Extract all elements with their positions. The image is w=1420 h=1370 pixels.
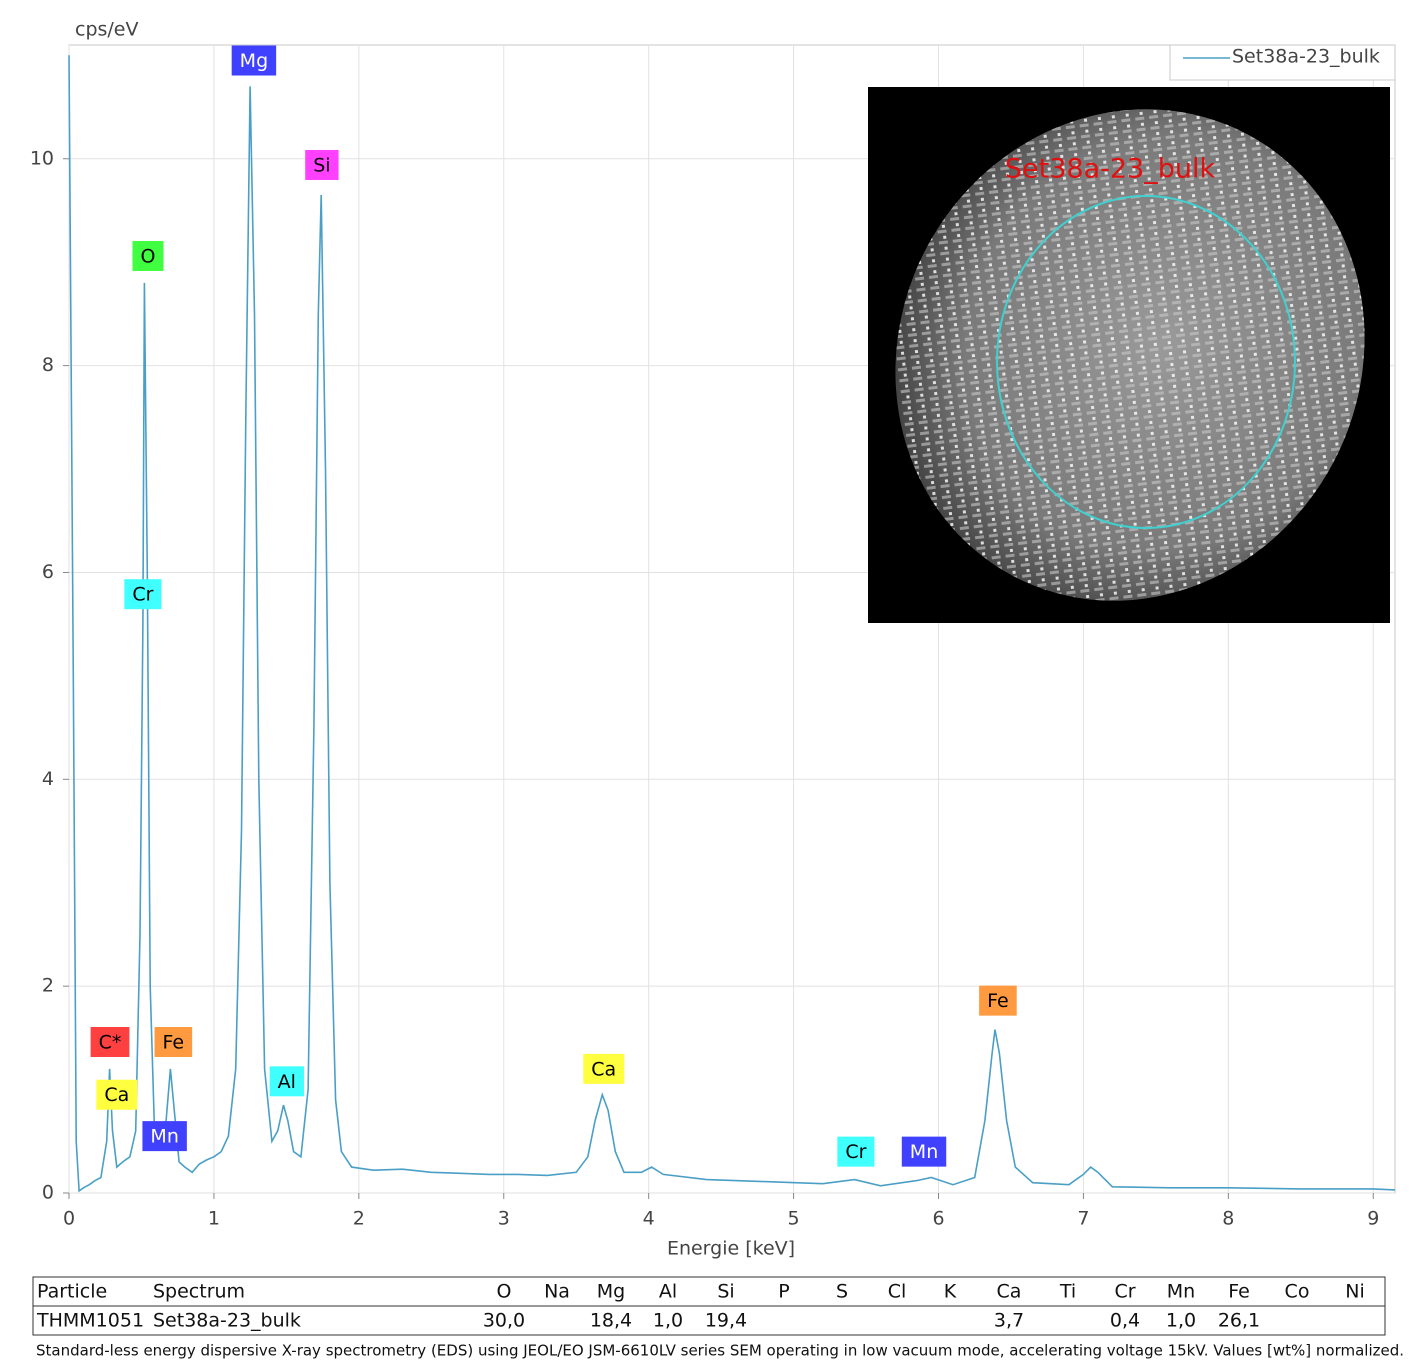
legend-box	[1169, 44, 1396, 81]
table-header-cell: Mn	[1167, 1281, 1195, 1303]
element-label-text: Ca	[104, 1084, 129, 1106]
element-label-text: Fe	[987, 990, 1009, 1012]
element-label: Mn	[901, 1136, 947, 1167]
element-label-text: Al	[278, 1071, 296, 1093]
element-label-box	[154, 1027, 193, 1058]
y-tick-label: 0	[42, 1182, 54, 1204]
element-label-text: C*	[99, 1032, 122, 1054]
table-header-cell: O	[497, 1281, 512, 1303]
legend-label: Set38a-23_bulk	[1232, 46, 1380, 68]
table-cell: 26,1	[1218, 1310, 1260, 1332]
table: Particle Spectrum O Na Mg Al Si P S Cl K Ca Ti Cr Mn Fe…	[32, 1276, 1386, 1336]
element-label-box	[901, 1136, 947, 1167]
table-header-cell: Fe	[1228, 1281, 1250, 1303]
element-label-box	[305, 149, 339, 180]
table-header-cell: S	[836, 1281, 848, 1303]
element-label: Mn	[142, 1121, 187, 1152]
element-label-box	[142, 1121, 187, 1152]
element-label-text: Mg	[240, 50, 268, 72]
x-tick-label: 3	[498, 1208, 510, 1230]
element-label: Ca	[96, 1079, 138, 1110]
element-label-text: Mn	[910, 1141, 938, 1163]
element-label-text: Mn	[150, 1126, 178, 1148]
element-label: Fe	[154, 1027, 193, 1058]
y-axis-label: cps/eV	[75, 19, 139, 41]
element-label-text: Cr	[132, 584, 153, 606]
table-header-cell: P	[778, 1281, 789, 1303]
table-header-cell: Cl	[888, 1281, 907, 1303]
x-tick-label: 5	[788, 1208, 800, 1230]
element-label-box	[231, 45, 277, 76]
table-header-cell: Ca	[997, 1281, 1022, 1303]
y-tick-label: 10	[30, 147, 54, 169]
x-tick-label: 1	[208, 1208, 220, 1230]
element-label: Mg	[231, 45, 277, 76]
x-tick-label: 4	[643, 1208, 655, 1230]
table-cell: 30,0	[483, 1310, 525, 1332]
element-label: Al	[269, 1066, 304, 1097]
table-cell: THMM1051	[36, 1310, 144, 1332]
element-label-text: Ca	[591, 1058, 616, 1080]
table-header-cell: Mg	[597, 1281, 625, 1303]
x-tick-label: 9	[1367, 1208, 1379, 1230]
table-header-cell: Ti	[1059, 1281, 1076, 1303]
y-tick-label: 2	[42, 975, 54, 997]
particle-texture	[895, 109, 1365, 601]
element-label-box	[132, 240, 164, 271]
inset-image: Set38a-23_bulk	[868, 87, 1390, 623]
y-tick-label: 4	[42, 768, 54, 790]
element-label-box	[96, 1079, 138, 1110]
table-cell: 3,7	[994, 1310, 1024, 1332]
element-label-text: Si	[313, 154, 330, 176]
element-label-box	[90, 1027, 130, 1058]
table-header-cell: Cr	[1114, 1281, 1135, 1303]
table-cell: 0,4	[1110, 1310, 1140, 1332]
element-label-text: Fe	[163, 1032, 185, 1054]
element-label: Cr	[124, 579, 162, 610]
element-label: Fe	[979, 985, 1017, 1016]
x-tick-label: 2	[353, 1208, 365, 1230]
caption: Standard-less energy dispersive X-ray sp…	[36, 1342, 1404, 1360]
element-label: Cr	[837, 1136, 875, 1167]
table-header-cell: Na	[544, 1281, 570, 1303]
table-header-cell: Particle	[37, 1281, 107, 1303]
element-label-box	[583, 1053, 625, 1084]
legend: Set38a-23_bulk	[1169, 44, 1396, 81]
analysis-region	[996, 195, 1296, 529]
element-label-box	[979, 985, 1017, 1016]
x-axis-label: Energie [keV]	[667, 1238, 795, 1260]
table-cell: 19,4	[705, 1310, 747, 1332]
x-tick-label: 6	[932, 1208, 944, 1230]
table-cell: 1,0	[1166, 1310, 1196, 1332]
table-header-cell: Al	[659, 1281, 677, 1303]
table-cell: 18,4	[590, 1310, 632, 1332]
y-tick-label: 6	[42, 561, 54, 583]
element-label-box	[269, 1066, 304, 1097]
table-cell: Set38a-23_bulk	[153, 1310, 301, 1332]
x-tick-label: 0	[63, 1208, 75, 1230]
element-label: Ca	[583, 1053, 625, 1084]
table-header-cell: Spectrum	[153, 1281, 245, 1303]
element-label: Si	[305, 149, 339, 180]
table-header-cell: Co	[1285, 1281, 1310, 1303]
element-label-box	[837, 1136, 875, 1167]
x-tick-label: 8	[1222, 1208, 1234, 1230]
table-header-cell: Ni	[1345, 1281, 1365, 1303]
image-label: Set38a-23_bulk	[1005, 154, 1216, 185]
x-tick-label: 7	[1077, 1208, 1089, 1230]
element-label: C*	[90, 1027, 130, 1058]
table-header-cell: K	[944, 1281, 957, 1303]
element-label: O	[132, 240, 164, 271]
table-cell: 1,0	[653, 1310, 683, 1332]
element-label-text: Cr	[845, 1141, 866, 1163]
element-label-text: O	[140, 245, 155, 267]
element-label-box	[124, 579, 162, 610]
table-header-cell: Si	[717, 1281, 734, 1303]
spectrum-line	[68, 55, 1396, 1193]
y-tick-label: 8	[42, 354, 54, 376]
